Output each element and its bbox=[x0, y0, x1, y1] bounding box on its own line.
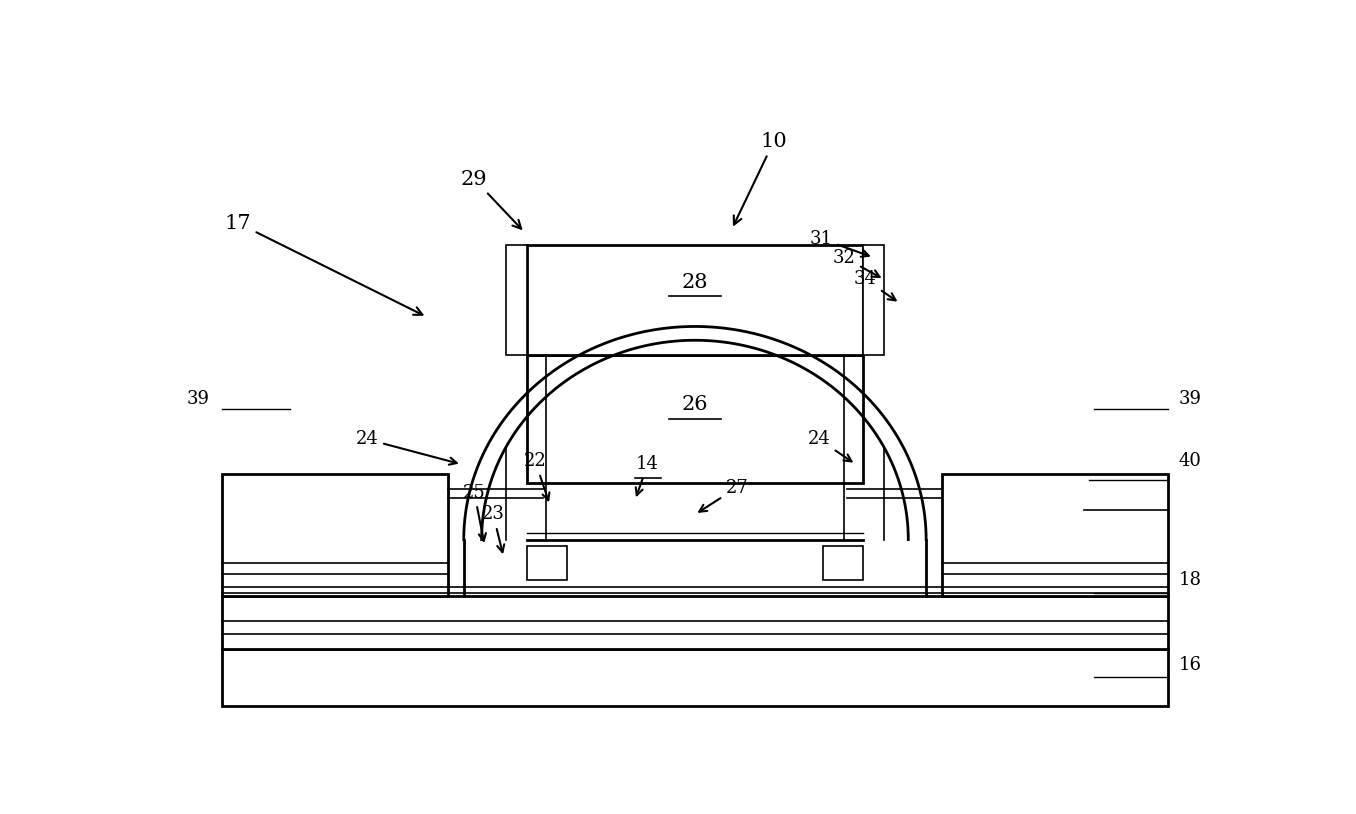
Bar bbox=[222, 474, 447, 596]
Text: 17: 17 bbox=[225, 213, 423, 315]
Bar bbox=[526, 245, 864, 355]
Text: 25: 25 bbox=[462, 484, 485, 540]
Text: 26: 26 bbox=[682, 396, 708, 414]
Text: 32: 32 bbox=[833, 248, 880, 277]
Text: 24: 24 bbox=[808, 431, 852, 462]
Bar bbox=[506, 245, 526, 355]
Text: 39: 39 bbox=[186, 390, 209, 408]
Bar bbox=[823, 546, 864, 580]
Text: 22: 22 bbox=[523, 453, 549, 501]
Text: 18: 18 bbox=[1178, 571, 1201, 589]
Bar bbox=[222, 596, 1168, 650]
Text: 28: 28 bbox=[682, 273, 708, 292]
Text: 16: 16 bbox=[1178, 656, 1201, 674]
Text: 10: 10 bbox=[734, 132, 786, 225]
Bar bbox=[864, 245, 884, 355]
Text: 34: 34 bbox=[854, 270, 896, 300]
Text: 23: 23 bbox=[481, 505, 504, 552]
Bar bbox=[526, 355, 864, 484]
Text: 14: 14 bbox=[636, 455, 659, 495]
Text: 24: 24 bbox=[355, 431, 457, 465]
Text: 29: 29 bbox=[461, 169, 521, 229]
Text: 40: 40 bbox=[1178, 453, 1201, 470]
Text: 27: 27 bbox=[700, 479, 749, 512]
Bar bbox=[942, 474, 1168, 596]
Text: 39: 39 bbox=[1178, 390, 1201, 408]
Text: 31: 31 bbox=[810, 230, 869, 256]
Bar bbox=[526, 546, 567, 580]
Bar bbox=[222, 650, 1168, 706]
